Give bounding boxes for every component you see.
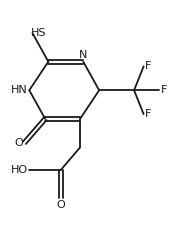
Text: HO: HO — [10, 165, 28, 175]
Text: HN: HN — [11, 85, 28, 95]
Text: HS: HS — [31, 28, 46, 38]
Text: F: F — [145, 61, 152, 72]
Text: F: F — [145, 109, 152, 119]
Text: N: N — [79, 50, 87, 60]
Text: F: F — [161, 85, 167, 95]
Text: O: O — [57, 200, 65, 210]
Text: O: O — [14, 138, 23, 148]
